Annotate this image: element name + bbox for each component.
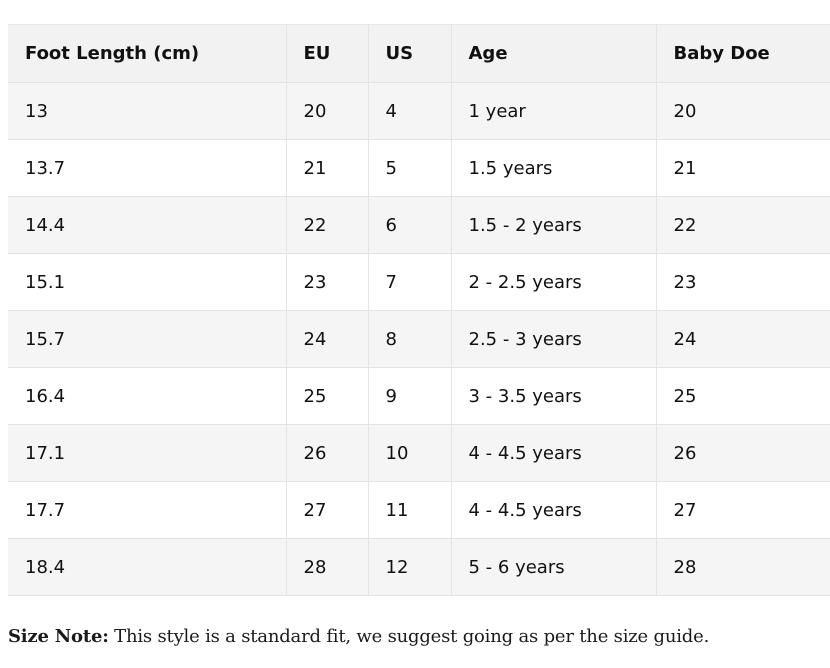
cell-eu: 26 [285,424,368,482]
table-row: 18.4 28 12 5 - 6 years 28 [8,538,830,596]
cell-eu: 21 [285,139,368,197]
cell-foot-length: 17.1 [8,424,286,482]
cell-foot-length: 15.7 [8,310,286,368]
size-chart-table: Foot Length (cm) EU US Age Baby Doe 13 20… [8,24,830,596]
cell-baby-doe: 20 [655,82,830,140]
cell-eu: 24 [285,310,368,368]
size-note-label: Size Note: [8,626,109,647]
cell-baby-doe: 23 [655,253,830,311]
cell-us: 10 [367,424,451,482]
table-row: 13 20 4 1 year 20 [8,82,830,140]
header-foot-length: Foot Length (cm) [8,24,286,83]
cell-age: 1.5 - 2 years [450,196,656,254]
cell-us: 11 [367,481,451,539]
cell-us: 5 [367,139,451,197]
table-row: 17.1 26 10 4 - 4.5 years 26 [8,424,830,482]
cell-foot-length: 18.4 [8,538,286,596]
header-eu: EU [285,24,368,83]
table-row: 15.1 23 7 2 - 2.5 years 23 [8,253,830,311]
size-note: Size Note: This style is a standard fit,… [8,626,709,647]
cell-baby-doe: 27 [655,481,830,539]
cell-foot-length: 16.4 [8,367,286,425]
cell-eu: 28 [285,538,368,596]
cell-age: 1.5 years [450,139,656,197]
cell-baby-doe: 21 [655,139,830,197]
cell-baby-doe: 26 [655,424,830,482]
table-row: 14.4 22 6 1.5 - 2 years 22 [8,196,830,254]
cell-foot-length: 17.7 [8,481,286,539]
cell-age: 2.5 - 3 years [450,310,656,368]
cell-eu: 20 [285,82,368,140]
cell-age: 3 - 3.5 years [450,367,656,425]
size-note-text: This style is a standard fit, we suggest… [108,626,710,647]
cell-baby-doe: 24 [655,310,830,368]
cell-age: 4 - 4.5 years [450,481,656,539]
table-row: 13.7 21 5 1.5 years 21 [8,139,830,197]
cell-baby-doe: 28 [655,538,830,596]
cell-us: 7 [367,253,451,311]
cell-age: 4 - 4.5 years [450,424,656,482]
cell-eu: 25 [285,367,368,425]
table-header-row: Foot Length (cm) EU US Age Baby Doe [8,24,830,83]
header-us: US [367,24,451,83]
table-row: 16.4 25 9 3 - 3.5 years 25 [8,367,830,425]
cell-us: 9 [367,367,451,425]
cell-baby-doe: 22 [655,196,830,254]
cell-age: 1 year [450,82,656,140]
table-body: 13 20 4 1 year 20 13.7 21 5 1.5 years 21 14.4 22 6 1.… [8,82,830,596]
cell-foot-length: 13.7 [8,139,286,197]
table-row: 15.7 24 8 2.5 - 3 years 24 [8,310,830,368]
header-baby-doe: Baby Doe [655,24,830,83]
cell-us: 6 [367,196,451,254]
cell-eu: 22 [285,196,368,254]
cell-foot-length: 14.4 [8,196,286,254]
cell-eu: 23 [285,253,368,311]
cell-eu: 27 [285,481,368,539]
cell-foot-length: 13 [8,82,286,140]
cell-age: 5 - 6 years [450,538,656,596]
table-row: 17.7 27 11 4 - 4.5 years 27 [8,481,830,539]
cell-baby-doe: 25 [655,367,830,425]
cell-age: 2 - 2.5 years [450,253,656,311]
cell-us: 4 [367,82,451,140]
cell-us: 8 [367,310,451,368]
header-age: Age [450,24,656,83]
cell-us: 12 [367,538,451,596]
cell-foot-length: 15.1 [8,253,286,311]
